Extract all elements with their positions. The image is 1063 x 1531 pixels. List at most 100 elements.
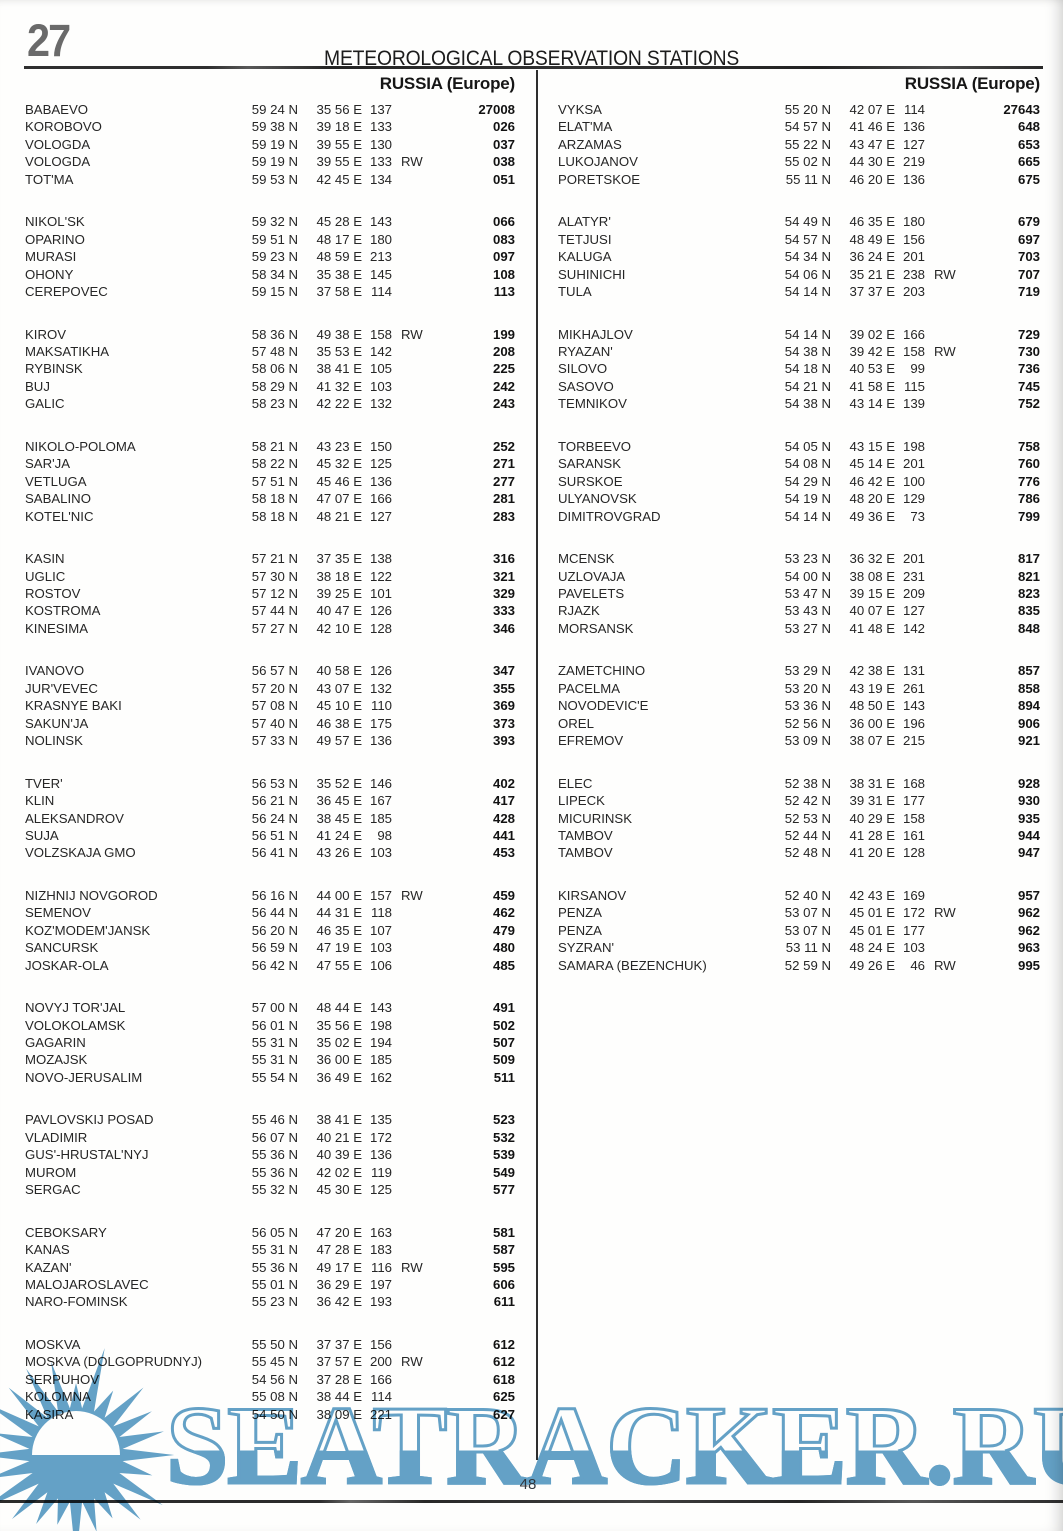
station-name: MURASI	[25, 249, 77, 265]
station-num: 928	[1017, 775, 1040, 791]
station-elev: 198	[902, 438, 925, 454]
station-rw	[392, 775, 440, 792]
station-rw	[392, 1034, 440, 1051]
station-lat: 52 53 N	[784, 810, 831, 826]
station-lon: 36 24 E	[849, 249, 895, 265]
station-row: TEMNIKOV 54 38 N 43 14 E 139 752	[558, 395, 1040, 412]
station-lat: 59 38 N	[251, 119, 298, 135]
station-elev: 145	[369, 266, 392, 282]
station-lat: 54 06 N	[784, 266, 831, 282]
station-rw	[392, 1241, 440, 1258]
station-elev: 158	[369, 326, 392, 342]
station-elev: 196	[902, 715, 925, 731]
station-group: NIKOL'SK 59 32 N 45 28 E 143 066 OPARINO 59 51…	[25, 213, 515, 300]
station-row: ARZAMAS 55 22 N 43 47 E 127 653	[558, 136, 1040, 153]
station-elev: 133	[369, 119, 392, 135]
station-name: IVANOVO	[25, 663, 85, 679]
station-name: GALIC	[25, 396, 65, 412]
station-lon: 43 23 E	[316, 438, 362, 454]
station-row: MCENSK 53 23 N 36 32 E 201 817	[558, 550, 1040, 567]
station-lon: 44 00 E	[316, 887, 362, 903]
station-name: VOLOKOLAMSK	[25, 1017, 126, 1033]
station-num: 507	[492, 1035, 515, 1051]
station-lon: 38 08 E	[849, 568, 895, 584]
station-num: 627	[440, 1406, 515, 1423]
station-rw	[925, 171, 973, 188]
station-lon: 47 28 E	[316, 1242, 362, 1258]
station-row: GALIC 58 23 N 42 22 E 132 243	[25, 395, 515, 412]
station-lat: 53 29 N	[784, 663, 831, 679]
station-row: PACELMA 53 20 N 43 19 E 261 858	[558, 680, 1040, 697]
station-lon: 38 31 E	[849, 775, 895, 791]
column-divider	[536, 70, 538, 1460]
station-rw	[392, 343, 440, 360]
station-num: 930	[1017, 793, 1040, 809]
station-elev: 100	[902, 473, 925, 489]
station-rw	[925, 939, 973, 956]
station-elev: 143	[369, 1000, 392, 1016]
station-lat: 56 57 N	[251, 663, 298, 679]
station-rw	[925, 568, 973, 585]
station-row: OHONY 58 34 N 35 38 E 145 108	[25, 266, 515, 283]
station-row: KINESIMA 57 27 N 42 10 E 128 346	[25, 620, 515, 637]
station-row: KOTEL'NIC 58 18 N 48 21 E 127 283	[25, 508, 515, 525]
station-lat: 57 08 N	[251, 698, 298, 714]
station-rw	[925, 213, 973, 230]
station-num: 894	[1017, 698, 1040, 714]
station-lon: 48 21 E	[316, 508, 362, 524]
station-name: PACELMA	[558, 680, 621, 696]
station-row: SAR'JA 58 22 N 45 32 E 125 271	[25, 455, 515, 472]
station-elev: 136	[902, 119, 925, 135]
station-num: 962	[1017, 922, 1040, 938]
station-elev: 136	[369, 473, 392, 489]
station-name: OPARINO	[25, 231, 85, 247]
station-rw	[392, 473, 440, 490]
station-lat: 57 44 N	[251, 603, 298, 619]
station-row: SERGAC 55 32 N 45 30 E 125 577	[25, 1181, 515, 1198]
station-num: 618	[492, 1371, 515, 1387]
station-elev: 166	[369, 491, 392, 507]
station-name: DIMITROVGRAD	[558, 508, 661, 524]
station-row: NOVODEVIC'E 53 36 N 48 50 E 143 894	[558, 697, 1040, 714]
station-lat: 57 27 N	[251, 620, 298, 636]
station-num: 333	[492, 603, 515, 619]
station-lat: 53 20 N	[784, 680, 831, 696]
station-name: GUS'-HRUSTAL'NYJ	[25, 1147, 149, 1163]
station-lat: 55 08 N	[230, 1388, 298, 1405]
station-lon: 42 10 E	[316, 620, 362, 636]
station-rw	[392, 792, 440, 809]
station-name: ROSTOV	[25, 585, 81, 601]
station-lat: 59 15 N	[251, 284, 298, 300]
station-lon: 40 07 E	[849, 603, 895, 619]
station-row: OREL 52 56 N 36 00 E 196 906	[558, 715, 1040, 732]
station-name: NIZHNIJ NOVGOROD	[25, 887, 158, 903]
station-name: BABAEVO	[25, 102, 89, 117]
station-name: NIKOL'SK	[25, 214, 85, 230]
station-rw	[925, 887, 973, 904]
region-header: RUSSIA (Europe)	[379, 74, 515, 93]
station-elev: 161	[902, 827, 925, 843]
station-name: VYKSA	[558, 102, 602, 117]
sun-lower-half	[32, 1455, 120, 1499]
station-elev: 73	[910, 508, 925, 524]
station-name: SERGAC	[25, 1182, 81, 1198]
station-name: UGLIC	[25, 568, 66, 584]
station-name: SILOVO	[558, 361, 608, 377]
station-num: 373	[492, 715, 515, 731]
station-row: MOZAJSK 55 31 N 36 00 E 185 509	[25, 1051, 515, 1068]
station-lat: 57 30 N	[251, 568, 298, 584]
station-elev: 115	[903, 378, 925, 394]
station-lat: 52 42 N	[784, 793, 831, 809]
station-num: 581	[492, 1224, 515, 1240]
station-lat: 55 20 N	[784, 102, 831, 117]
station-num: 612	[492, 1354, 515, 1370]
page-title: METEOROLOGICAL OBSERVATION STATIONS	[323, 47, 740, 70]
station-name: TULA	[558, 284, 592, 300]
station-elev: 118	[370, 905, 392, 921]
station-row: JOSKAR-OLA 56 42 N 47 55 E 106 485	[25, 957, 515, 974]
station-row: NOVO-JERUSALIM 55 54 N 36 49 E 162 511	[25, 1069, 515, 1086]
station-elev: 119	[370, 1164, 392, 1180]
station-lat: 54 14 N	[784, 284, 831, 300]
station-rw	[925, 283, 973, 300]
station-lat: 56 24 N	[251, 810, 298, 826]
